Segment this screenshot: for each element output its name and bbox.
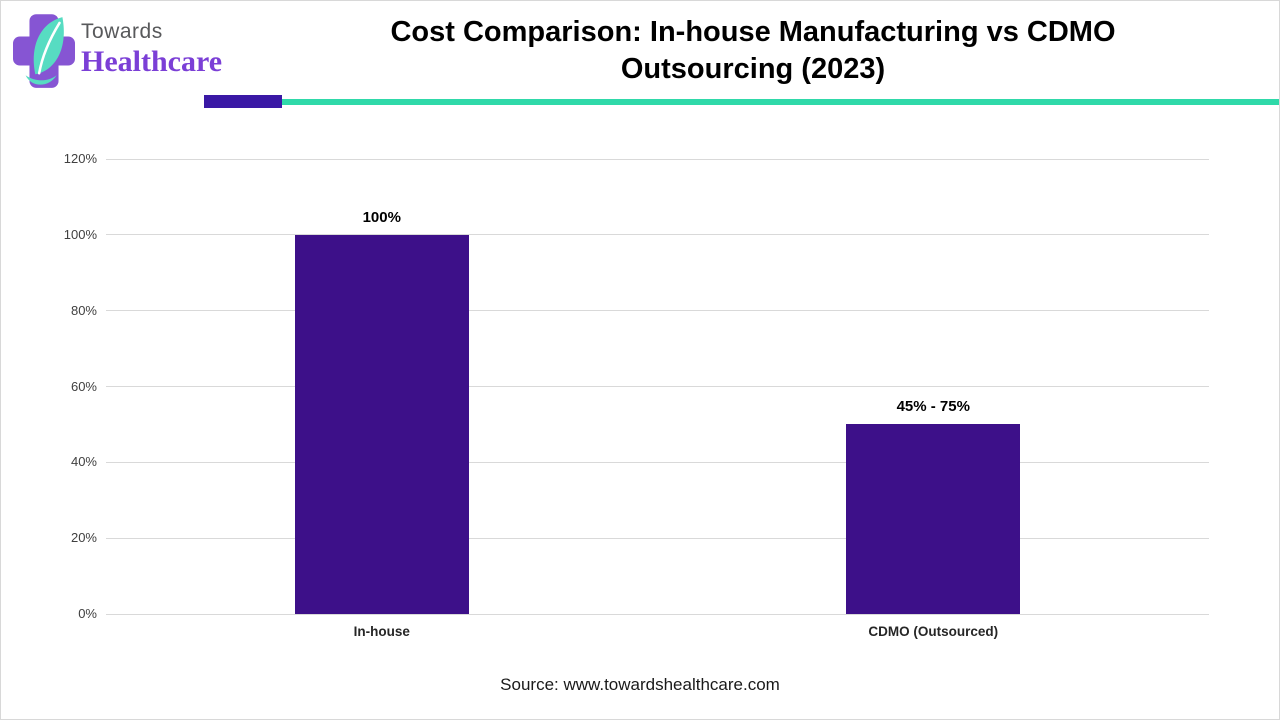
y-axis-tick-label: 60% [70,378,97,394]
title-underline-purple [204,95,282,108]
logo-leaf-icon [25,17,64,85]
source-text: Source: www.towardshealthcare.com [500,675,780,694]
gridline [106,158,1209,160]
towards-healthcare-logo [13,14,75,88]
x-axis-category-label: In-house [353,624,410,639]
bar [294,234,469,614]
gridline [106,310,1209,312]
chart-title: Cost Comparison: In-house Manufacturing … [291,14,1215,88]
gridline [106,234,1209,236]
x-axis-category-label: CDMO (Outsourced) [868,624,999,639]
bar-value-label: 45% - 75% [896,398,970,416]
brand-wordmark: Towards Healthcare [81,20,222,79]
y-axis-tick-label: 80% [70,302,97,318]
bar [846,424,1021,614]
brand-name-towards: Towards [81,20,163,43]
y-axis-tick-label: 100% [63,226,97,242]
y-axis-tick-label: 0% [78,606,97,621]
gridline [106,537,1209,539]
chart-title-line2: Outsourcing (2023) [620,53,886,85]
gridline [106,461,1209,463]
gridline [106,386,1209,387]
y-axis-tick-label: 40% [70,454,97,470]
plot-area: 0% 20% 40% 60% 80% 100% 120% 100% In-house 45% - … [64,151,1209,639]
brand-name-healthcare: Healthcare [81,45,223,78]
bar-value-label: 100% [362,208,401,226]
y-axis-tick-label: 120% [63,151,97,166]
chart-title-line1: Cost Comparison: In-house Manufacturing … [390,16,1116,48]
gridline [106,613,1209,615]
title-underline-teal [282,99,1279,105]
y-axis-tick-label: 20% [70,530,97,546]
